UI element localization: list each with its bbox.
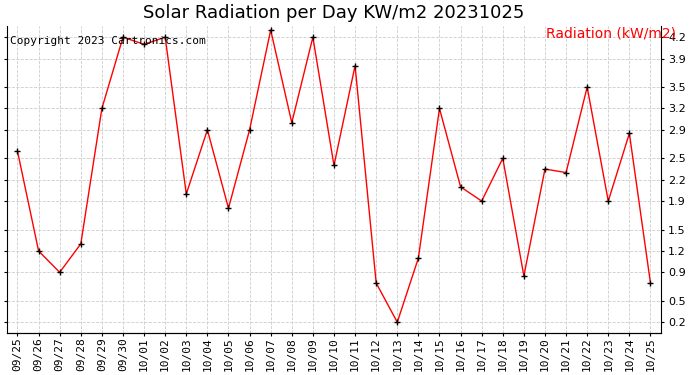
Title: Solar Radiation per Day KW/m2 20231025: Solar Radiation per Day KW/m2 20231025 xyxy=(144,4,524,22)
Text: Copyright 2023 Cartronics.com: Copyright 2023 Cartronics.com xyxy=(10,36,206,46)
Text: Radiation (kW/m2): Radiation (kW/m2) xyxy=(546,26,676,40)
